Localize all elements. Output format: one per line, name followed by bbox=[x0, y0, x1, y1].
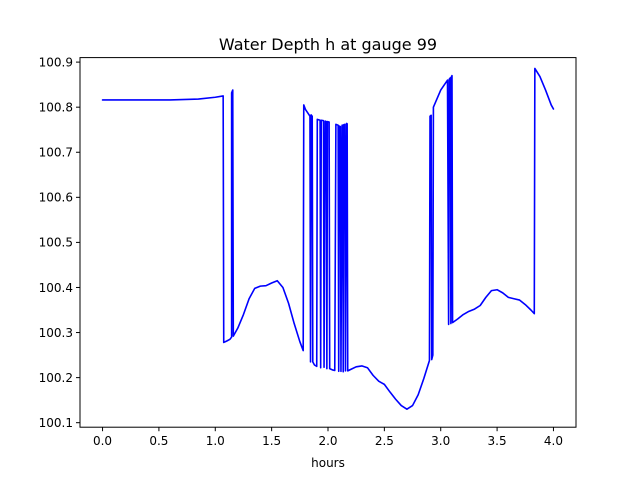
x-tick-label: 2.5 bbox=[375, 434, 394, 448]
y-tick-label: 100.6 bbox=[39, 191, 73, 205]
x-tick-label: 4.0 bbox=[544, 434, 563, 448]
x-tick-label: 1.5 bbox=[262, 434, 281, 448]
series-line-0 bbox=[101, 67, 555, 410]
x-axis-label: hours bbox=[311, 456, 345, 470]
x-tick-label: 3.5 bbox=[488, 434, 507, 448]
x-tick-label: 0.5 bbox=[149, 434, 168, 448]
y-tick-label: 100.3 bbox=[39, 326, 73, 340]
y-axis: 100.1 100.2 100.3 100.4 100.5 100.6 100.7 100.8… bbox=[39, 55, 80, 430]
x-tick-label: 1.0 bbox=[206, 434, 225, 448]
y-tick-label: 100.8 bbox=[39, 100, 73, 114]
chart-title: Water Depth h at gauge 99 bbox=[219, 35, 437, 54]
x-tick-label: 3.0 bbox=[431, 434, 450, 448]
x-axis: 0.0 0.5 1.0 1.5 2.0 2.5 3.0 3.5 4.0 bbox=[93, 427, 563, 448]
y-tick-label: 100.2 bbox=[39, 371, 73, 385]
x-tick-label: 2.0 bbox=[318, 434, 337, 448]
series-layer bbox=[101, 67, 555, 410]
x-tick-label: 0.0 bbox=[93, 434, 112, 448]
y-tick-label: 100.5 bbox=[39, 236, 73, 250]
y-tick-label: 100.4 bbox=[39, 281, 73, 295]
y-tick-label: 100.9 bbox=[39, 55, 73, 69]
y-tick-label: 100.1 bbox=[39, 416, 73, 430]
y-tick-label: 100.7 bbox=[39, 146, 73, 160]
